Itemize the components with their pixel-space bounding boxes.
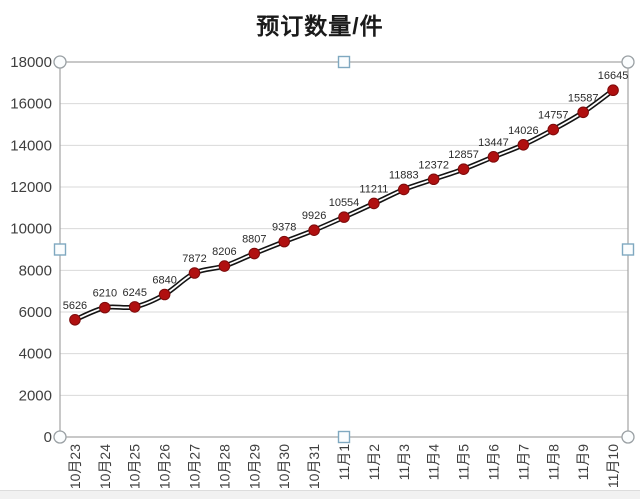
data-point-marker[interactable] bbox=[158, 288, 171, 301]
selection-handle-top-left-icon[interactable] bbox=[53, 55, 67, 69]
x-axis-label: 11月1 bbox=[336, 444, 352, 481]
data-label: 9378 bbox=[272, 222, 296, 234]
selection-handle-bottom-center-icon[interactable] bbox=[337, 430, 351, 444]
data-point-marker[interactable] bbox=[338, 211, 350, 223]
data-label: 6840 bbox=[152, 275, 176, 287]
selection-handle-top-center-icon[interactable] bbox=[337, 55, 351, 69]
data-label: 5626 bbox=[63, 300, 87, 312]
data-label: 6245 bbox=[122, 287, 146, 299]
data-point-marker[interactable] bbox=[397, 183, 410, 196]
y-axis-label: 6000 bbox=[19, 304, 52, 321]
data-point-marker[interactable] bbox=[69, 313, 81, 326]
selection-handle-middle-left-icon[interactable] bbox=[53, 243, 67, 256]
data-point-marker[interactable] bbox=[607, 84, 619, 97]
x-axis-label: 10月23 bbox=[67, 444, 83, 489]
x-axis-label: 11月10 bbox=[605, 444, 621, 488]
y-axis-label: 8000 bbox=[19, 262, 52, 279]
x-axis-label: 11月6 bbox=[485, 444, 501, 481]
y-axis-label: 10000 bbox=[10, 221, 52, 238]
selection-handle-top-right-icon[interactable] bbox=[621, 55, 635, 69]
x-axis-label: 10月25 bbox=[127, 444, 143, 489]
data-label: 11211 bbox=[359, 183, 388, 195]
x-axis-label: 10月27 bbox=[187, 444, 203, 489]
x-axis-label: 10月24 bbox=[97, 444, 113, 489]
data-point-marker[interactable] bbox=[188, 267, 201, 279]
y-axis-label: 4000 bbox=[19, 346, 52, 363]
data-label: 11883 bbox=[389, 169, 419, 181]
x-axis-label: 11月5 bbox=[456, 444, 472, 481]
x-axis-label: 10月31 bbox=[306, 444, 322, 489]
data-label: 12857 bbox=[448, 149, 479, 161]
page-bottom-strip bbox=[0, 490, 640, 499]
x-axis-label: 10月26 bbox=[157, 444, 173, 489]
data-point-marker[interactable] bbox=[248, 247, 261, 260]
data-label: 12372 bbox=[418, 159, 449, 171]
selection-handle-middle-right-icon[interactable] bbox=[621, 243, 635, 256]
data-point-marker[interactable] bbox=[278, 235, 291, 248]
x-axis-label: 11月9 bbox=[575, 444, 591, 481]
y-axis-label: 14000 bbox=[10, 137, 52, 154]
y-axis-label: 0 bbox=[44, 429, 52, 446]
y-axis-label: 12000 bbox=[10, 179, 52, 196]
data-label: 8206 bbox=[212, 246, 236, 258]
data-point-marker[interactable] bbox=[218, 260, 231, 272]
chart-title[interactable]: 预订数量/件 bbox=[256, 13, 384, 39]
x-axis-label: 10月29 bbox=[246, 444, 262, 489]
x-axis-label: 11月4 bbox=[426, 444, 442, 481]
data-label: 14026 bbox=[508, 125, 539, 137]
data-label: 15587 bbox=[568, 92, 599, 104]
x-axis-label: 11月7 bbox=[515, 444, 531, 481]
data-label: 8807 bbox=[242, 234, 266, 246]
data-point-marker[interactable] bbox=[577, 106, 589, 119]
data-point-marker[interactable] bbox=[368, 197, 380, 210]
data-label: 9926 bbox=[302, 210, 326, 222]
x-axis-label: 11月3 bbox=[396, 444, 412, 481]
data-point-marker[interactable] bbox=[308, 224, 320, 237]
y-axis-label: 2000 bbox=[19, 387, 52, 404]
data-label: 6210 bbox=[93, 288, 117, 300]
data-point-marker[interactable] bbox=[457, 163, 470, 175]
x-axis-label: 10月30 bbox=[276, 444, 292, 489]
data-label: 13447 bbox=[478, 137, 509, 149]
data-label: 7872 bbox=[182, 253, 206, 265]
selection-handle-bottom-left-icon[interactable] bbox=[53, 430, 67, 444]
data-point-marker[interactable] bbox=[547, 123, 560, 136]
data-point-marker[interactable] bbox=[427, 173, 440, 186]
x-axis-label: 10月28 bbox=[216, 444, 232, 489]
data-point-marker[interactable] bbox=[99, 301, 111, 314]
data-label: 14757 bbox=[538, 110, 569, 122]
data-label: 16645 bbox=[598, 70, 629, 82]
data-point-marker[interactable] bbox=[487, 151, 500, 163]
y-axis-label: 18000 bbox=[10, 54, 52, 71]
data-point-marker[interactable] bbox=[128, 301, 141, 313]
y-axis-label: 16000 bbox=[10, 96, 52, 113]
x-axis-label: 11月2 bbox=[366, 444, 382, 481]
data-point-marker[interactable] bbox=[517, 138, 530, 151]
selection-handle-bottom-right-icon[interactable] bbox=[621, 430, 635, 444]
x-axis-label: 11月8 bbox=[545, 444, 561, 481]
data-label: 10554 bbox=[329, 197, 360, 209]
